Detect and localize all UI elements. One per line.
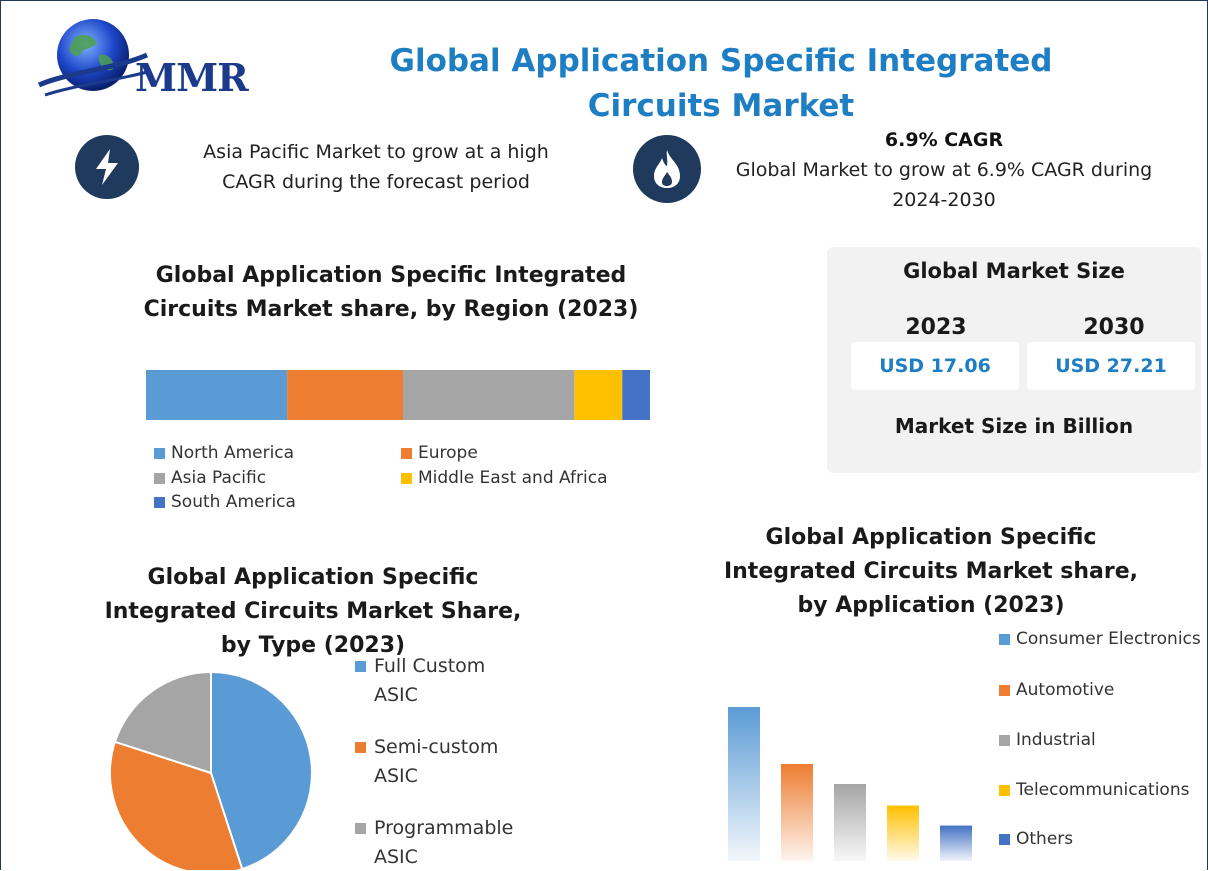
region-chart-title: Global Application Specific Integrated C… bbox=[131, 259, 651, 327]
region-legend-item: North America bbox=[154, 443, 294, 463]
application-bar-4 bbox=[940, 825, 972, 861]
legend-swatch bbox=[154, 447, 165, 459]
application-legend-item: Others bbox=[999, 829, 1073, 849]
legend-swatch bbox=[999, 633, 1010, 645]
application-chart-title: Global Application Specific Integrated C… bbox=[691, 521, 1171, 623]
market-size-unit: Market Size in Billion bbox=[894, 414, 1134, 438]
region-legend-item: Europe bbox=[401, 443, 478, 463]
type-title-line1: Global Application Specific bbox=[147, 565, 479, 590]
application-legend-item: Telecommunications bbox=[999, 780, 1189, 800]
legend-label: Telecommunications bbox=[1016, 780, 1190, 800]
region-title-line1: Global Application Specific Integrated bbox=[155, 263, 627, 288]
info-left-line1: Asia Pacific Market to grow at a high bbox=[203, 141, 549, 163]
legend-label: South America bbox=[171, 492, 296, 512]
region-legend-item: Middle East and Africa bbox=[401, 468, 608, 488]
legend-label: North America bbox=[171, 443, 295, 463]
application-bar-3 bbox=[887, 805, 919, 861]
region-segment-3 bbox=[574, 370, 623, 420]
globe-icon bbox=[37, 19, 152, 97]
legend-label: Programmable bbox=[374, 817, 514, 839]
lightning-icon bbox=[75, 135, 139, 199]
legend-label: ASIC bbox=[374, 846, 418, 868]
type-legend-item: Full Custom ASIC bbox=[355, 652, 485, 710]
type-title-line3: by Type (2023) bbox=[220, 633, 406, 658]
legend-label: Industrial bbox=[1016, 730, 1096, 750]
application-bar-0 bbox=[728, 707, 760, 861]
legend-label: ASIC bbox=[374, 765, 418, 787]
cagr-title: 6.9% CAGR bbox=[884, 129, 1004, 151]
legend-label: Europe bbox=[418, 443, 478, 463]
legend-swatch bbox=[154, 496, 165, 508]
flame-icon bbox=[633, 135, 701, 203]
legend-swatch bbox=[401, 447, 412, 459]
legend-label: Middle East and Africa bbox=[418, 468, 608, 488]
legend-swatch bbox=[154, 472, 165, 484]
year-2030: 2030 bbox=[1083, 315, 1145, 340]
app-title-line1: Global Application Specific bbox=[765, 525, 1097, 550]
info-left: Asia Pacific Market to grow at a high CA… bbox=[161, 137, 591, 197]
pie-slice-1 bbox=[109, 740, 244, 870]
application-bar-chart bbox=[728, 707, 972, 861]
legend-label: Full Custom bbox=[374, 655, 486, 677]
value-2030: USD 27.21 bbox=[1027, 342, 1195, 390]
type-legend-item: Semi-custom ASIC bbox=[355, 733, 498, 791]
application-legend-item: Automotive bbox=[999, 680, 1114, 700]
region-segment-1 bbox=[287, 370, 404, 420]
legend-label: Consumer Electronics bbox=[1016, 629, 1201, 649]
info-right: 6.9% CAGR Global Market to grow at 6.9% … bbox=[711, 125, 1177, 215]
pie-slice-0 bbox=[210, 670, 313, 870]
region-segment-0 bbox=[146, 370, 288, 420]
type-chart-title: Global Application Specific Integrated C… bbox=[93, 561, 533, 663]
application-legend-item: Consumer Electronics bbox=[999, 629, 1201, 649]
application-bar-1 bbox=[781, 763, 813, 861]
region-stacked-bar bbox=[146, 370, 650, 420]
mmr-logo: MMR bbox=[35, 15, 265, 111]
region-segment-4 bbox=[622, 370, 650, 420]
app-title-line2: Integrated Circuits Market share, bbox=[723, 559, 1139, 584]
market-size-title: Global Market Size bbox=[903, 259, 1125, 283]
region-title-line2: Circuits Market share, by Region (2023) bbox=[143, 297, 639, 322]
legend-swatch bbox=[355, 661, 366, 672]
legend-label: Asia Pacific bbox=[171, 468, 267, 488]
info-right-line1: Global Market to grow at 6.9% CAGR durin… bbox=[735, 159, 1153, 181]
logo-text: MMR bbox=[135, 55, 249, 100]
legend-swatch bbox=[999, 734, 1010, 746]
region-legend-item: South America bbox=[154, 492, 296, 512]
legend-label: Automotive bbox=[1016, 680, 1115, 700]
type-pie-chart bbox=[109, 670, 313, 870]
application-legend-item: Industrial bbox=[999, 730, 1096, 750]
legend-swatch bbox=[355, 823, 366, 834]
page-title: Global Application Specific Integrated C… bbox=[389, 43, 1053, 124]
year-2023: 2023 bbox=[905, 315, 967, 340]
type-legend-item: Programmable ASIC bbox=[355, 814, 513, 870]
type-title-line2: Integrated Circuits Market Share, bbox=[104, 599, 522, 624]
legend-label: ASIC bbox=[374, 684, 418, 706]
legend-swatch bbox=[999, 833, 1010, 845]
value-2023: USD 17.06 bbox=[851, 342, 1019, 390]
legend-swatch bbox=[999, 684, 1010, 696]
info-right-line2: 2024-2030 bbox=[892, 189, 996, 211]
info-left-line2: CAGR during the forecast period bbox=[222, 171, 530, 193]
app-title-line3: by Application (2023) bbox=[797, 593, 1065, 618]
legend-swatch bbox=[401, 472, 412, 484]
legend-label: Semi-custom bbox=[374, 736, 499, 758]
market-size-panel: Global Market Size 2023 2030 USD 17.06 U… bbox=[827, 247, 1201, 473]
legend-label: Others bbox=[1016, 829, 1074, 849]
region-legend-item: Asia Pacific bbox=[154, 468, 266, 488]
region-segment-2 bbox=[403, 370, 575, 420]
pie-slice-2 bbox=[113, 670, 212, 775]
legend-swatch bbox=[355, 742, 366, 753]
application-bar-2 bbox=[834, 784, 866, 861]
legend-swatch bbox=[999, 784, 1010, 796]
